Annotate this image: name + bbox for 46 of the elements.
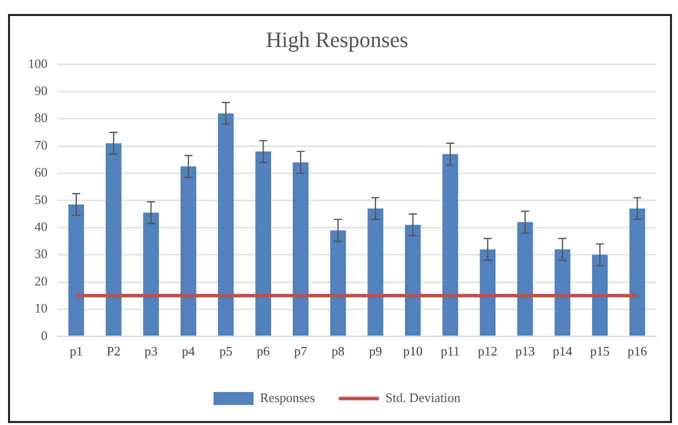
- y-tick-label: 30: [34, 246, 48, 262]
- y-tick-label: 40: [34, 219, 48, 234]
- bar: [218, 113, 234, 336]
- legend-label: Std. Deviation: [385, 390, 461, 405]
- y-tick-label: 0: [41, 328, 48, 343]
- legend-label: Responses: [260, 390, 315, 405]
- bar: [629, 208, 646, 336]
- x-tick-label: p5: [219, 344, 232, 359]
- bar: [592, 254, 608, 336]
- x-tick-label: p15: [590, 344, 610, 359]
- x-tick-label: p4: [182, 344, 196, 359]
- bar: [106, 143, 122, 336]
- y-tick-label: 20: [34, 273, 48, 288]
- bar: [180, 166, 196, 336]
- bar: [368, 208, 384, 336]
- bar: [68, 204, 84, 336]
- bar: [442, 154, 458, 336]
- bar: [554, 249, 570, 336]
- x-tick-label: p1: [70, 344, 83, 359]
- y-tick-label: 70: [34, 137, 48, 152]
- y-tick-label: 50: [34, 192, 48, 207]
- x-tick-label: P2: [106, 344, 120, 359]
- bar: [405, 224, 421, 336]
- x-tick-label: p16: [628, 344, 648, 359]
- x-tick-label: p3: [144, 344, 158, 359]
- bar: [517, 222, 533, 336]
- y-tick-label: 10: [34, 300, 48, 316]
- y-tick-label: 80: [34, 110, 48, 126]
- chart-title: High Responses: [266, 26, 408, 52]
- bar: [330, 230, 346, 336]
- x-tick-label: p8: [332, 344, 345, 359]
- x-tick-label: p14: [552, 344, 573, 359]
- x-tick-label: p9: [368, 344, 382, 359]
- y-tick-label: 90: [34, 83, 48, 98]
- x-tick-label: p11: [440, 344, 460, 359]
- y-tick-label: 100: [28, 56, 48, 71]
- bar: [292, 162, 308, 336]
- x-tick-label: p6: [256, 344, 270, 359]
- bar: [480, 249, 496, 336]
- bar: [255, 151, 272, 336]
- x-tick-label: p10: [403, 344, 423, 359]
- x-tick-label: p13: [515, 344, 535, 359]
- x-tick-label: p7: [294, 344, 308, 359]
- y-tick-label: 60: [34, 164, 48, 180]
- x-tick-label: p12: [478, 344, 498, 359]
- bar: [143, 212, 159, 336]
